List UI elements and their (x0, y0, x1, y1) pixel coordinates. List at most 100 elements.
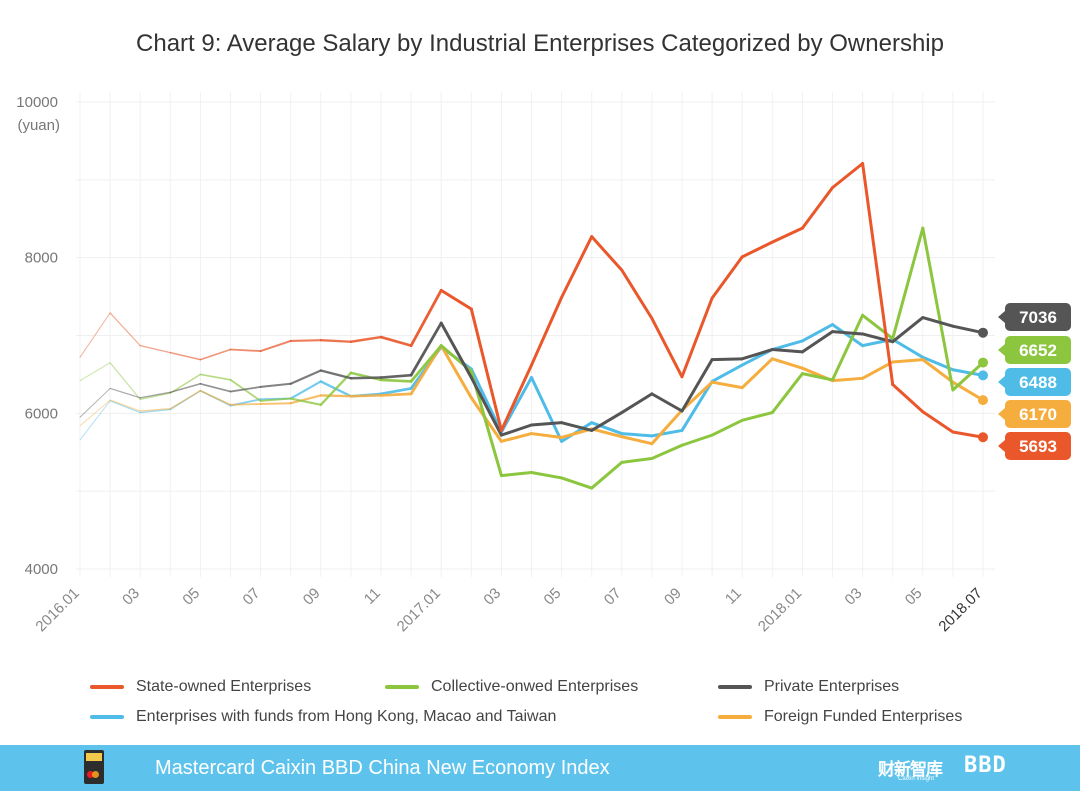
series-line-segment (921, 226, 955, 392)
series-line-segment (229, 378, 262, 402)
end-label-box (1005, 336, 1071, 364)
series-line-segment (770, 372, 804, 415)
series-line-segment (740, 348, 774, 361)
x-tick-label: 11 (361, 585, 384, 608)
series-line-segment (620, 456, 654, 464)
legend-label: Collective-onwed Enterprises (431, 678, 639, 695)
end-label-pointer (998, 344, 1005, 356)
series-line-segment (229, 348, 262, 352)
end-label-value: 6652 (1019, 341, 1057, 360)
series-line-segment (379, 335, 413, 347)
series-line-segment (620, 268, 654, 320)
series-line-segment (199, 373, 232, 381)
x-tick-label: 11 (722, 585, 745, 608)
series-line-segment (409, 288, 443, 348)
series-line-segment (530, 421, 564, 427)
series-line-segment (379, 378, 413, 383)
end-label-4: 6170 (998, 400, 1071, 428)
series-0 (79, 161, 988, 443)
end-label-pointer (998, 311, 1005, 323)
series-line-segment (139, 408, 171, 414)
y-axis-top-label: 10000 (16, 94, 58, 111)
series-line-segment (891, 383, 925, 414)
series-line-segment (409, 344, 443, 383)
x-tick-label: 05 (179, 585, 203, 609)
series-line-segment (469, 307, 503, 432)
x-tick-label: 2018.07 (935, 585, 985, 635)
legend-label: Private Enterprises (764, 678, 900, 695)
series-line-segment (620, 432, 654, 438)
series-line-segment (530, 470, 564, 480)
series-line-segment (409, 321, 443, 377)
legend-item-state-owned[interactable]: State-owned Enterprises (90, 678, 311, 696)
series-line-segment (861, 360, 895, 380)
series-line-segment (921, 410, 955, 434)
series-line-segment (530, 376, 564, 443)
series-line-segment (891, 358, 925, 364)
legend-swatch (718, 715, 752, 719)
series-line-segment (710, 255, 744, 300)
y-axis-unit-label: (yuan) (17, 117, 60, 134)
footer-banner: Mastercard Caixin BBD China New Economy … (0, 745, 1080, 791)
series-line-segment (770, 348, 804, 354)
series-line-segment (499, 423, 533, 437)
y-tick-label: 8000 (25, 250, 58, 267)
series-line-segment (680, 358, 714, 413)
series-line-segment (680, 379, 714, 432)
end-label-pointer (998, 376, 1005, 388)
legend-label: State-owned Enterprises (136, 678, 312, 695)
end-label-pointer (998, 408, 1005, 420)
legend-swatch (90, 685, 124, 689)
series-end-point (978, 370, 988, 381)
legend-item-private[interactable]: Private Enterprises (718, 678, 899, 696)
series-line-segment (319, 339, 353, 343)
legend-item-hk-macao-taiwan[interactable]: Enterprises with funds from Hong Kong, M… (90, 708, 556, 726)
x-tick-label: 09 (300, 585, 324, 609)
series-line-segment (710, 418, 744, 437)
series-line-segment (710, 357, 744, 362)
series-line-segment (800, 186, 834, 230)
series-line-segment (560, 235, 594, 299)
end-label-box (1005, 400, 1071, 428)
series-line-segment (951, 430, 985, 439)
legend-item-foreign-funded[interactable]: Foreign Funded Enterprises (718, 708, 962, 726)
series-line-segment (921, 316, 955, 328)
caixin-logo-subtext: Caixin Insight (898, 776, 935, 782)
series-line-segment (560, 476, 594, 490)
series-line-segment (349, 335, 383, 343)
series-line-segment (921, 358, 955, 384)
y-axis: 4000 6000 8000 10000 (yuan) (16, 94, 60, 578)
series-line-segment (831, 376, 865, 383)
series-line-segment (199, 382, 232, 393)
end-label-value: 7036 (1019, 308, 1057, 327)
series-line-segment (289, 394, 322, 405)
legend-swatch (718, 685, 752, 689)
series-line-segment (770, 226, 804, 244)
series-line-segment (499, 432, 533, 443)
series-line-segment (139, 407, 171, 412)
series-line-segment (831, 330, 865, 336)
end-label-0: 5693 (998, 432, 1071, 460)
series-line-segment (469, 367, 503, 434)
end-label-value: 6488 (1019, 373, 1057, 392)
series-line-segment (861, 313, 895, 341)
end-labels: 7036 6652 6488 6170 5693 (998, 303, 1071, 460)
end-label-pointer (998, 440, 1005, 452)
series-line-segment (109, 312, 141, 347)
y-tick-label: 6000 (25, 405, 58, 422)
series-line-segment (109, 387, 141, 399)
series-line-segment (831, 323, 865, 348)
end-label-box (1005, 303, 1071, 331)
series-line-segment (861, 161, 895, 387)
series-line-segment (680, 296, 714, 379)
end-label-2: 7036 (998, 303, 1071, 331)
legend-item-collective-owned[interactable]: Collective-onwed Enterprises (385, 678, 638, 696)
series-line-segment (710, 363, 744, 383)
chart-title: Chart 9: Average Salary by Industrial En… (136, 30, 944, 57)
series-line-segment (259, 382, 292, 388)
series-line-segment (379, 373, 413, 379)
series-line-segment (349, 394, 383, 398)
series-end-point (978, 357, 988, 368)
series-line-segment (289, 339, 322, 343)
series-line-segment (650, 316, 684, 379)
